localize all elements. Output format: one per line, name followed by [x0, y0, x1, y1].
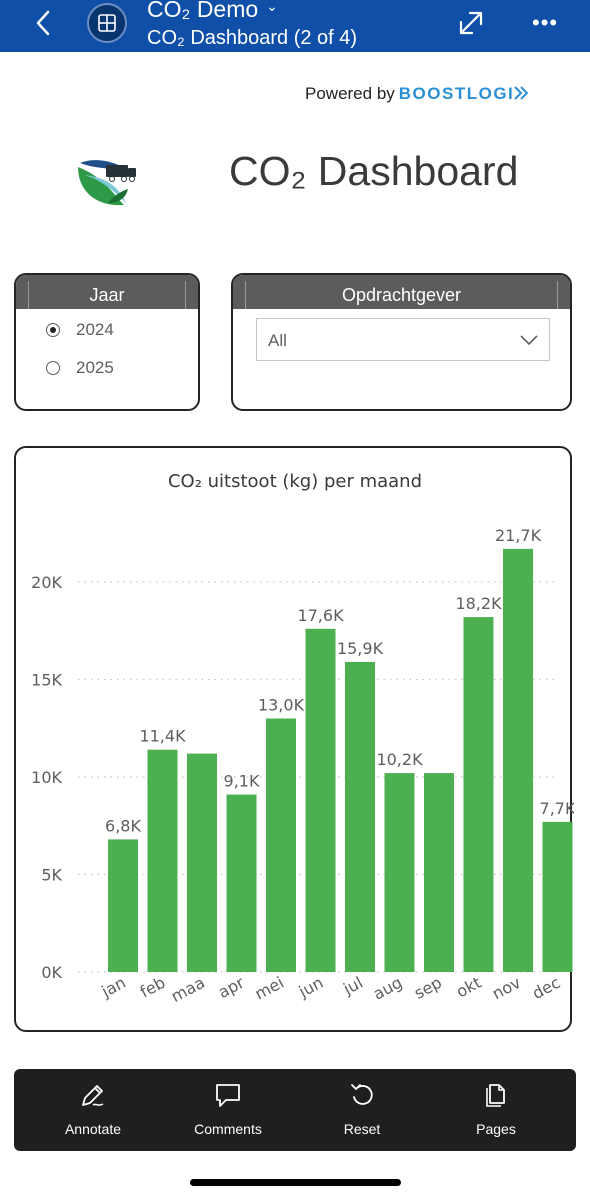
data-label: 6,8K — [105, 816, 141, 835]
data-label: 15,9K — [337, 639, 384, 658]
radio-selected-icon[interactable] — [46, 323, 60, 337]
co2-chart-card[interactable]: CO₂ uitstoot (kg) per maand 0K 5K 10K 15K 20K… — [14, 446, 574, 1032]
data-label: 13,0K — [258, 696, 305, 715]
client-dropdown[interactable]: All — [256, 318, 550, 361]
app-title-text: CO₂ Demo — [147, 0, 259, 22]
comments-button[interactable]: Comments — [178, 1069, 278, 1151]
bar — [463, 617, 494, 972]
chart-title: CO₂ uitstoot (kg) per maand — [168, 471, 422, 492]
y-tick-label: 20K — [31, 573, 62, 592]
reset-label: Reset — [343, 1121, 381, 1137]
x-tick-label: jan — [98, 973, 129, 1002]
chevron-down-icon — [519, 330, 539, 355]
annotate-button[interactable]: Annotate — [43, 1069, 143, 1151]
brand-name: BOOSTLOGI — [398, 84, 515, 103]
bar — [503, 548, 533, 972]
data-label: 10,2K — [376, 750, 423, 769]
client-slicer-title: Opdrachtgever — [245, 281, 558, 309]
data-label: 21,7K — [495, 526, 542, 545]
y-tick-label: 0K — [41, 963, 62, 982]
x-tick-label: feb — [137, 973, 169, 1002]
workspace-icon[interactable] — [87, 3, 127, 43]
powered-by-prefix: Powered by — [305, 84, 395, 103]
pen-icon — [79, 1081, 107, 1109]
y-tick-label: 5K — [41, 866, 62, 885]
reset-icon — [348, 1081, 376, 1109]
year-option-label: 2025 — [76, 358, 114, 377]
bar — [108, 839, 138, 972]
bar — [305, 628, 336, 972]
x-tick-label: mei — [252, 973, 287, 1004]
bar — [226, 794, 257, 972]
comments-label: Comments — [194, 1121, 262, 1137]
year-option-2025[interactable]: 2025 — [46, 358, 114, 378]
x-tick-label: aug — [370, 973, 406, 1004]
radio-unselected-icon[interactable] — [46, 361, 60, 375]
year-option-label: 2024 — [76, 320, 114, 339]
comment-icon — [214, 1081, 242, 1109]
x-tick-label: apr — [215, 973, 248, 1002]
pages-button[interactable]: Pages — [446, 1069, 546, 1151]
company-logo — [74, 155, 138, 211]
dashboard-title: CO₂ Dashboard — [229, 148, 519, 194]
x-tick-label: nov — [489, 973, 524, 1004]
app-title[interactable]: CO₂ Demo ⌄ — [147, 0, 278, 23]
pages-label: Pages — [476, 1121, 516, 1137]
data-label: 9,1K — [224, 772, 260, 791]
reset-button[interactable]: Reset — [312, 1069, 412, 1151]
bar — [542, 821, 573, 972]
powered-by: Powered by BOOSTLOGI — [305, 84, 529, 104]
client-slicer: Opdrachtgever All — [231, 273, 572, 411]
x-tick-label: jul — [339, 973, 366, 999]
annotate-label: Annotate — [64, 1121, 122, 1137]
x-tick-label: maa — [168, 973, 208, 1006]
x-tick-label: okt — [453, 973, 484, 1002]
y-tick-label: 10K — [31, 768, 62, 787]
year-slicer-title: Jaar — [28, 281, 186, 309]
bar — [384, 773, 415, 972]
back-arrow-icon[interactable] — [30, 8, 58, 38]
y-tick-label: 15K — [31, 671, 62, 690]
page-title: CO₂ Dashboard (2 of 4) — [147, 27, 358, 49]
data-label: 11,4K — [139, 727, 186, 746]
expand-icon[interactable] — [456, 8, 486, 38]
pages-icon — [482, 1081, 510, 1109]
data-label: 18,2K — [455, 594, 502, 613]
year-slicer: Jaar 2024 2025 — [14, 273, 200, 411]
bar — [147, 749, 178, 972]
x-tick-label: dec — [529, 973, 563, 1003]
x-tick-label: jun — [295, 973, 327, 1002]
x-tick-label: sep — [411, 973, 445, 1003]
data-label: 17,6K — [297, 606, 344, 625]
bottom-toolbar: Annotate Comments Reset Pages — [14, 1069, 576, 1151]
bar — [266, 718, 296, 972]
more-options-icon[interactable]: ••• — [532, 10, 559, 35]
client-dropdown-value: All — [268, 331, 287, 350]
home-indicator — [190, 1179, 401, 1186]
data-label: 7,7K — [540, 799, 574, 818]
app-header: CO₂ Demo ⌄ CO₂ Dashboard (2 of 4) ••• — [0, 0, 590, 52]
bar — [187, 753, 217, 972]
bar — [345, 661, 375, 972]
brand-arrow-icon — [514, 86, 529, 100]
co2-bar-chart: CO₂ uitstoot (kg) per maand 0K 5K 10K 15K 20K… — [31, 471, 574, 1006]
chevron-down-icon: ⌄ — [266, 0, 278, 14]
bar — [424, 773, 454, 972]
year-option-2024[interactable]: 2024 — [46, 320, 114, 340]
